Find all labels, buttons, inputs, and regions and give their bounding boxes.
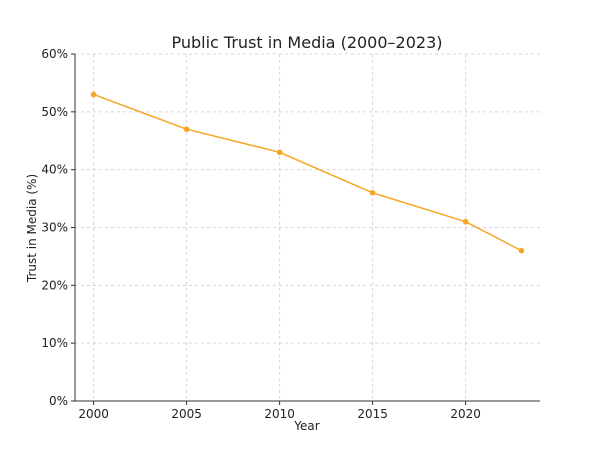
axes — [74, 54, 540, 402]
data-point — [276, 149, 283, 156]
data-point — [518, 247, 525, 254]
x-axis-label: Year — [293, 419, 319, 433]
data-point — [462, 218, 469, 225]
y-axis-label: Trust in Media (%) — [25, 174, 39, 283]
y-tick-label: 40% — [41, 163, 68, 177]
x-tick-label: 2010 — [264, 407, 295, 421]
x-tick-label: 2020 — [450, 407, 481, 421]
chart-title: Public Trust in Media (2000–2023) — [171, 33, 442, 52]
series-line — [93, 93, 522, 252]
x-tick-label: 2005 — [171, 407, 202, 421]
y-tick-label: 20% — [41, 278, 68, 292]
y-tick-label: 10% — [41, 336, 68, 350]
data-point — [90, 91, 97, 98]
x-tick-label: 2000 — [78, 407, 109, 421]
x-tick-label: 2015 — [357, 407, 388, 421]
y-tick-label: 30% — [41, 221, 68, 235]
y-tick-label: 0% — [49, 394, 68, 408]
data-point — [183, 126, 190, 132]
data-point — [369, 190, 376, 196]
y-tick-label: 60% — [41, 47, 68, 61]
ticks: 0% 10% 20% 30% 40% 50% 60% 2000 2005 2010 2015 2020 — [41, 47, 481, 421]
series — [90, 91, 525, 254]
grid — [75, 53, 540, 402]
y-tick-label: 50% — [41, 105, 68, 119]
